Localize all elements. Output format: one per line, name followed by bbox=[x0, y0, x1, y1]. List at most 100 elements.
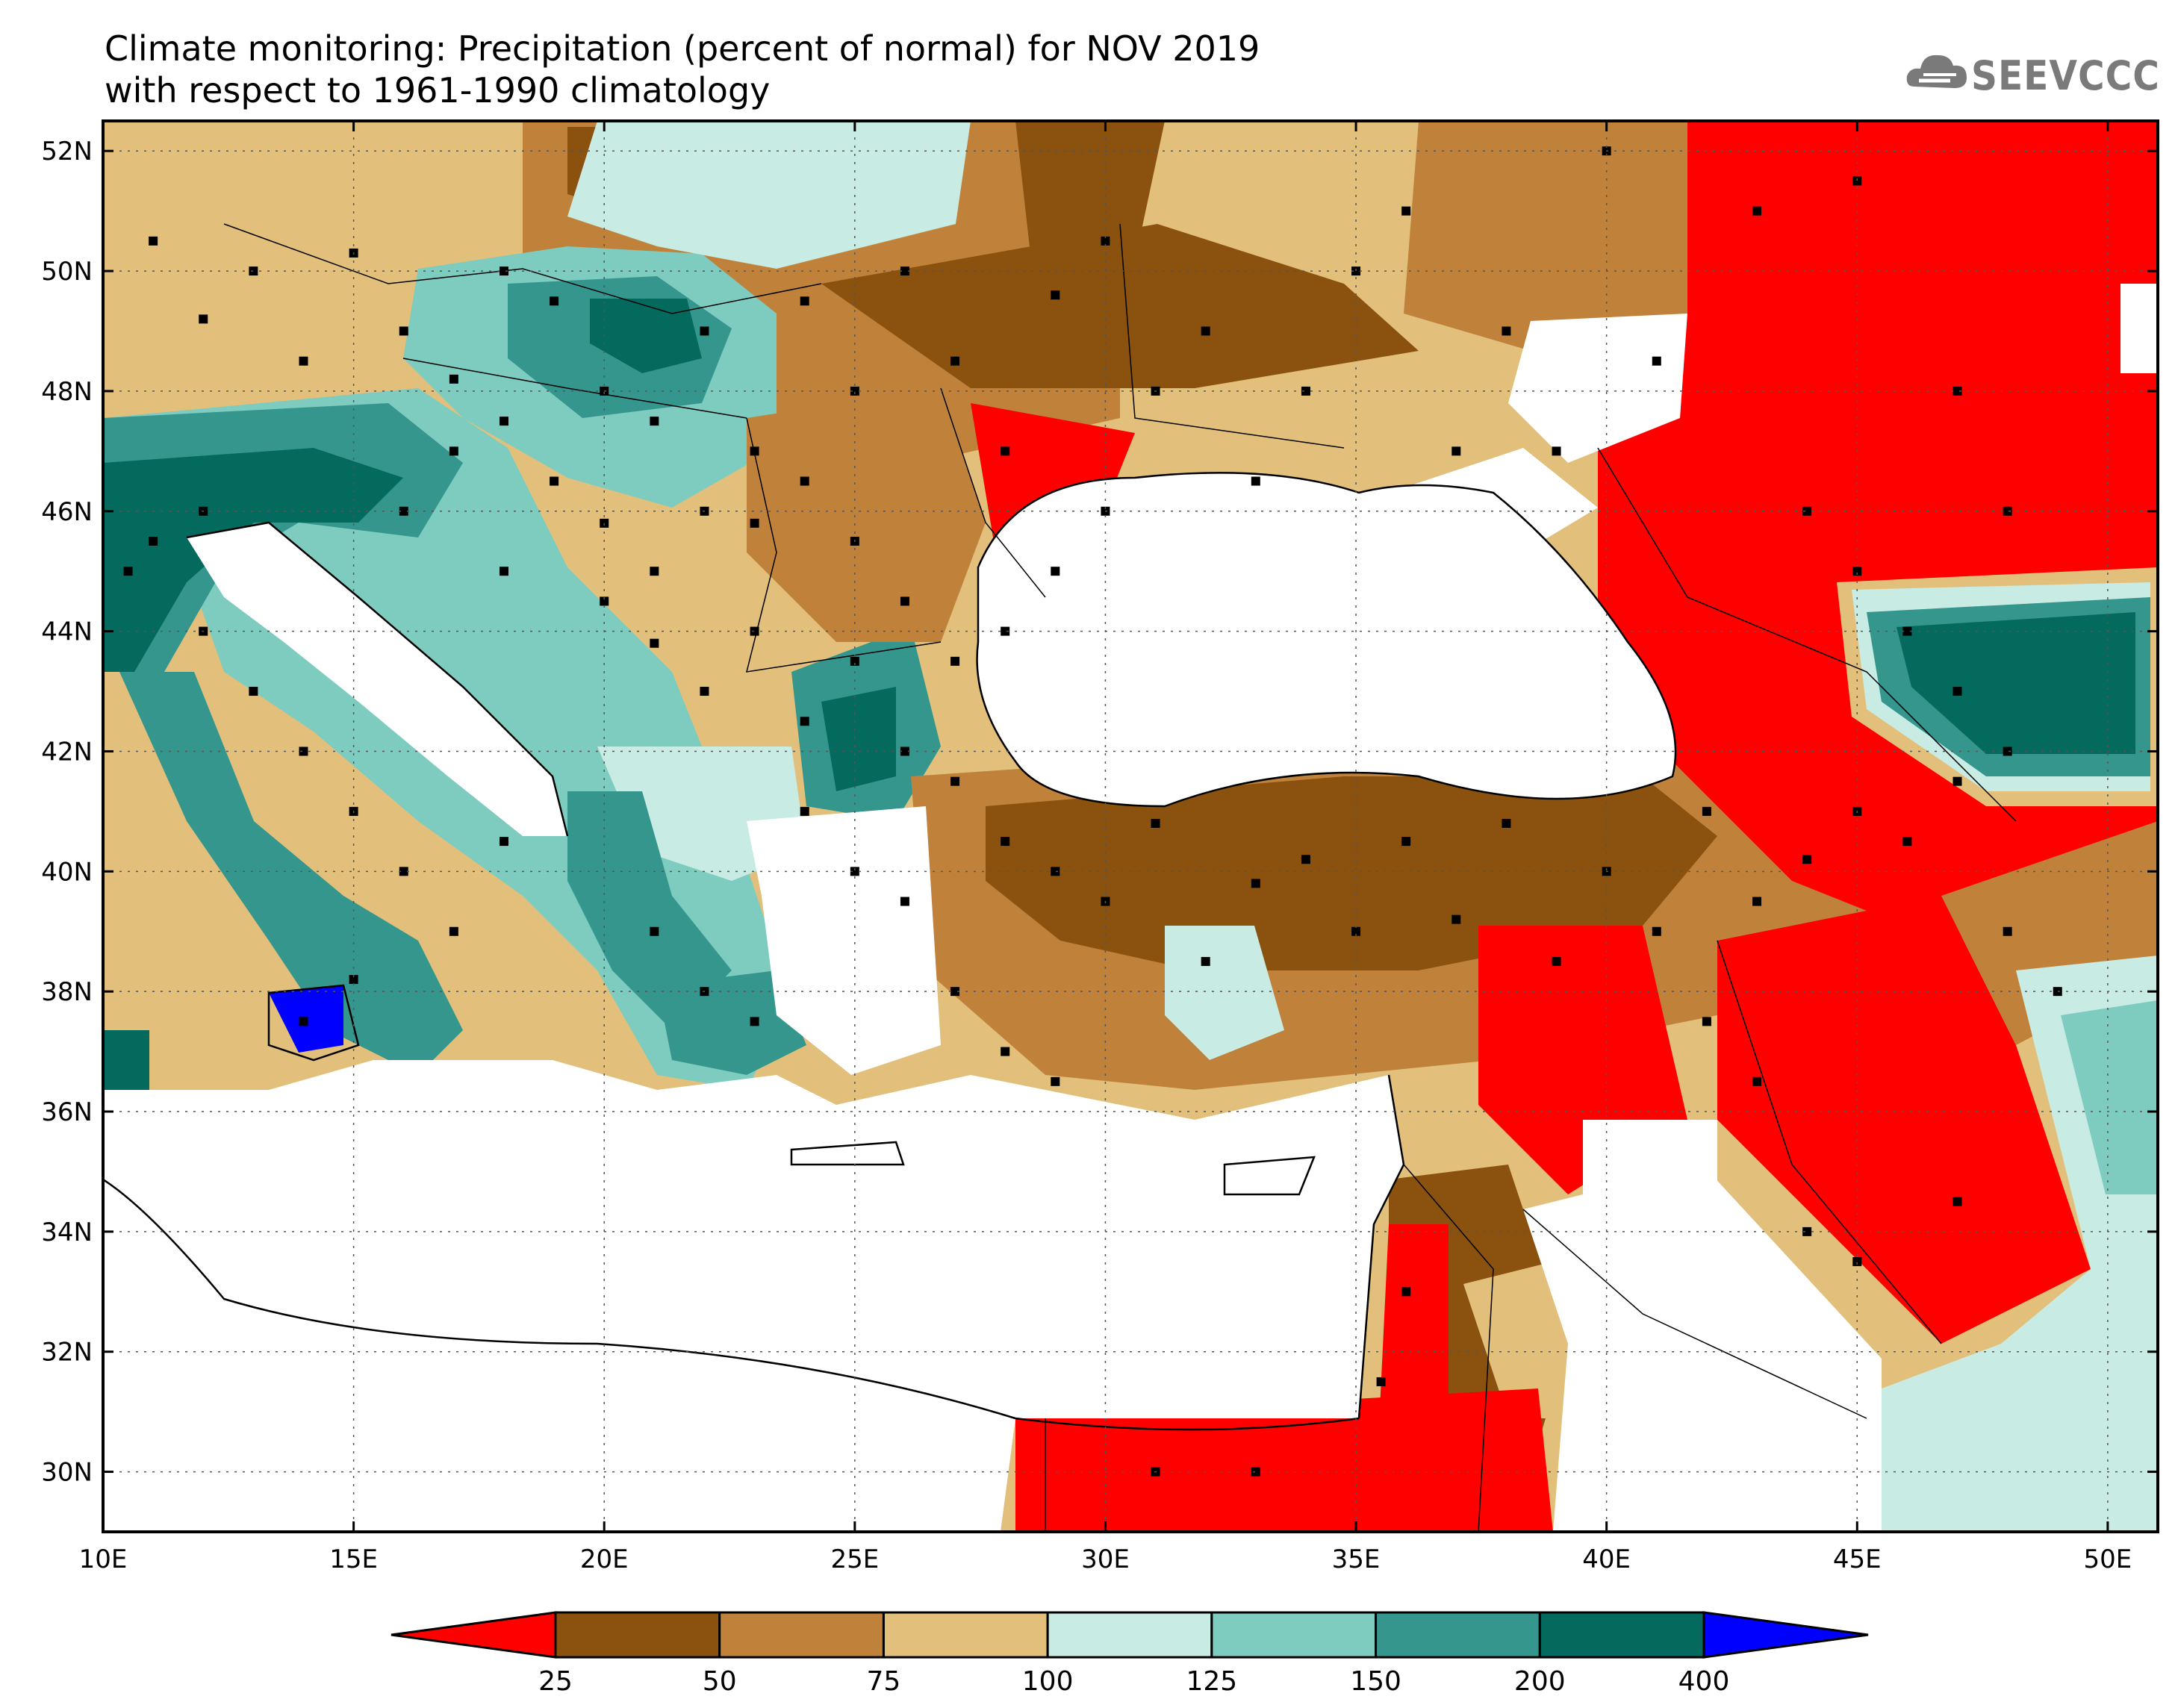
station-marker bbox=[1301, 855, 1310, 864]
chart-subtitle: with respect to 1961-1990 climatology bbox=[105, 70, 771, 110]
station-marker bbox=[499, 267, 508, 276]
station-marker bbox=[800, 476, 809, 486]
tyrrhenian-strip bbox=[103, 1209, 149, 1299]
station-marker bbox=[750, 626, 759, 636]
station-marker bbox=[399, 326, 408, 336]
station-marker bbox=[449, 446, 458, 456]
station-marker bbox=[1001, 446, 1010, 456]
station-marker bbox=[1802, 1227, 1812, 1236]
colorbar-segment bbox=[882, 1611, 1049, 1659]
logo-text: SEEVCCC bbox=[1971, 52, 2160, 99]
colorbar: 25 50 75 100 125 150 200 400 bbox=[390, 1611, 1869, 1697]
colorbar-segment bbox=[1210, 1611, 1378, 1659]
station-marker bbox=[399, 506, 408, 516]
station-marker bbox=[750, 518, 759, 528]
map-area bbox=[103, 121, 2158, 1532]
station-marker bbox=[550, 296, 559, 306]
precip-zone-romania-dry bbox=[747, 388, 986, 642]
station-marker bbox=[650, 638, 659, 648]
station-marker bbox=[499, 837, 508, 847]
station-marker bbox=[1952, 1197, 1962, 1206]
black-sea bbox=[977, 473, 1675, 806]
station-marker bbox=[1702, 1017, 1711, 1026]
station-marker bbox=[900, 897, 909, 906]
station-marker bbox=[1051, 290, 1060, 300]
station-marker bbox=[1001, 626, 1010, 636]
station-marker bbox=[1101, 236, 1110, 246]
colorbar-label: 50 bbox=[703, 1666, 737, 1697]
station-marker bbox=[950, 987, 960, 997]
map-frame bbox=[102, 119, 2159, 1533]
station-marker bbox=[950, 656, 960, 666]
aegean-sea bbox=[747, 806, 941, 1075]
station-marker bbox=[1251, 1467, 1260, 1477]
station-marker bbox=[299, 747, 308, 756]
y-tick-label: 44N bbox=[41, 617, 93, 647]
y-tick-label: 38N bbox=[41, 977, 93, 1007]
country-borders bbox=[223, 223, 2017, 1532]
station-marker bbox=[1852, 1257, 1862, 1267]
sea-of-azov bbox=[1389, 448, 1598, 552]
station-marker bbox=[299, 356, 308, 366]
cloud-icon bbox=[1906, 54, 1967, 88]
colorbar-segment bbox=[554, 1611, 721, 1659]
station-marker bbox=[750, 446, 759, 456]
colorbar-segment bbox=[1046, 1611, 1213, 1659]
y-tick-label: 42N bbox=[41, 737, 93, 767]
x-tick-label: 10E bbox=[79, 1545, 128, 1574]
station-marker bbox=[2003, 506, 2012, 516]
precip-zone-caspian-extreme-wet bbox=[1896, 612, 2135, 754]
station-marker bbox=[1852, 567, 1862, 576]
precip-zone-albania-very-wet bbox=[567, 791, 732, 1030]
station-marker bbox=[1952, 386, 1962, 396]
station-marker bbox=[149, 236, 158, 246]
station-marker bbox=[1401, 1287, 1411, 1297]
y-tick-label: 32N bbox=[41, 1338, 93, 1368]
station-marker bbox=[900, 267, 909, 276]
station-marker bbox=[1552, 956, 1561, 966]
precip-zone-italy-very-wet bbox=[119, 672, 463, 1075]
station-marker bbox=[1251, 879, 1260, 888]
station-marker bbox=[1201, 326, 1210, 336]
station-marker bbox=[1051, 867, 1060, 876]
station-marker bbox=[1001, 1047, 1010, 1056]
colorbar-segment bbox=[718, 1611, 885, 1659]
colorbar-label: 100 bbox=[1022, 1666, 1074, 1697]
colorbar-label: 400 bbox=[1678, 1666, 1730, 1697]
station-marker bbox=[1301, 386, 1310, 396]
precip-zone-belarus-very-dry bbox=[1015, 121, 1165, 261]
y-tick-label: 34N bbox=[41, 1218, 93, 1247]
x-tick-label: 15E bbox=[329, 1545, 378, 1574]
x-tick-label: 45E bbox=[1833, 1545, 1882, 1574]
station-marker bbox=[1051, 1076, 1060, 1086]
station-marker bbox=[1852, 176, 1862, 186]
station-marker bbox=[1702, 806, 1711, 816]
station-marker bbox=[1552, 446, 1561, 456]
arabian-desert-no-data bbox=[1523, 1165, 1882, 1532]
precip-zone-russia-dry bbox=[1404, 121, 1687, 351]
mediterranean-sea bbox=[103, 1060, 1404, 1532]
station-marker bbox=[2003, 926, 2012, 936]
chart-title: Climate monitoring: Precipitation (perce… bbox=[105, 28, 1260, 69]
station-marker bbox=[1051, 567, 1060, 576]
russia-no-data bbox=[1508, 314, 1687, 463]
colorbar-segment bbox=[1375, 1611, 1541, 1659]
precip-zone-ukraine-very-dry bbox=[821, 224, 1419, 388]
station-marker bbox=[123, 567, 133, 576]
coastlines bbox=[103, 472, 1677, 1431]
station-marker bbox=[650, 417, 659, 426]
station-marker bbox=[249, 687, 258, 696]
station-marker bbox=[700, 687, 709, 696]
x-tick-label: 50E bbox=[2084, 1545, 2132, 1574]
station-marker bbox=[1752, 897, 1762, 906]
station-marker bbox=[800, 296, 809, 306]
y-tick-label: 40N bbox=[41, 857, 93, 887]
colorbar-label: 25 bbox=[538, 1666, 573, 1697]
precip-zone-iran-wet bbox=[2061, 1000, 2158, 1194]
station-marker bbox=[1376, 1377, 1386, 1386]
station-marker bbox=[249, 267, 258, 276]
y-tick-label: 50N bbox=[41, 257, 93, 287]
station-marker bbox=[149, 536, 158, 546]
precip-zone-czech-slightly-wet bbox=[567, 121, 971, 269]
